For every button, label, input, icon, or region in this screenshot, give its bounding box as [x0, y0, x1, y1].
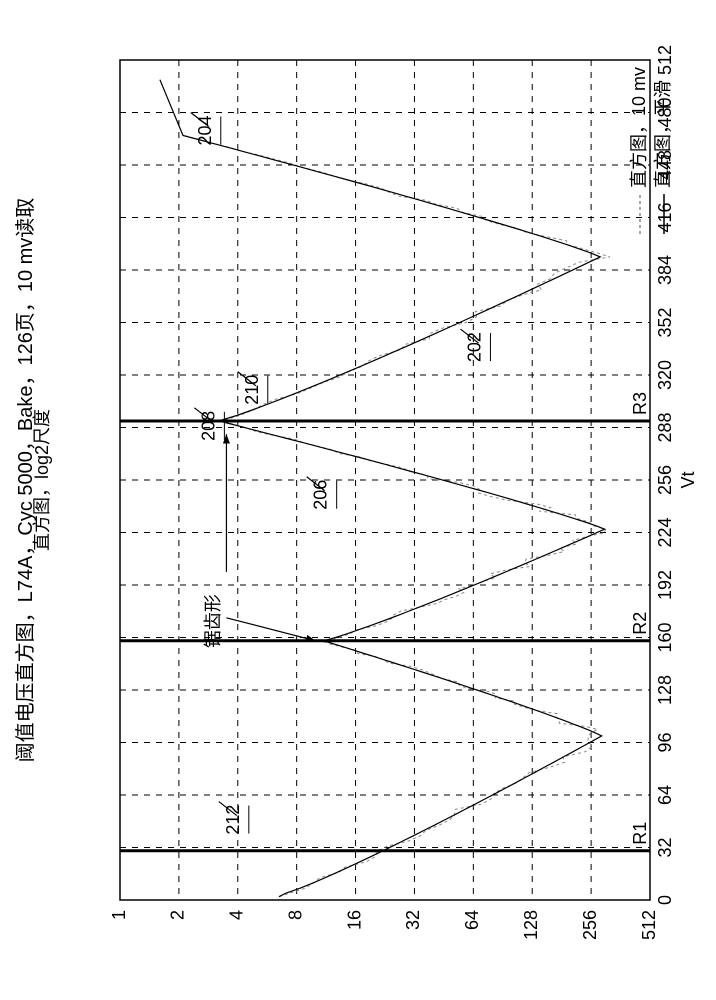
svg-text:直方图，10 mv: 直方图，10 mv — [629, 67, 649, 188]
x-tick-label: 96 — [655, 732, 675, 752]
x-tick-label: 32 — [655, 837, 675, 857]
x-tick-label: 64 — [655, 785, 675, 805]
x-tick-label: 128 — [655, 675, 675, 705]
r-label: R1 — [630, 822, 650, 845]
y-tick-label: 32 — [403, 910, 423, 930]
x-tick-label: 384 — [655, 255, 675, 285]
x-tick-label: 512 — [655, 45, 675, 75]
r-label: R2 — [630, 612, 650, 635]
callout-label: 212 — [223, 805, 243, 835]
callout-label: 204 — [195, 115, 215, 145]
svg-text:直方图，平滑: 直方图，平滑 — [653, 80, 673, 188]
r-label: R3 — [630, 392, 650, 415]
x-tick-label: 256 — [655, 465, 675, 495]
x-tick-label: 0 — [655, 895, 675, 905]
y-tick-label: 16 — [344, 910, 364, 930]
callout-label: 210 — [242, 375, 262, 405]
x-tick-label: 160 — [655, 622, 675, 652]
x-tick-label: 416 — [655, 202, 675, 232]
y-tick-label: 256 — [580, 910, 600, 940]
x-tick-label: 224 — [655, 517, 675, 547]
x-axis-label: Vt — [678, 471, 698, 488]
y-tick-label: 128 — [521, 910, 541, 940]
y-tick-label: 8 — [285, 910, 305, 920]
x-tick-label: 320 — [655, 360, 675, 390]
x-tick-label: 288 — [655, 412, 675, 442]
callout-label: 208 — [198, 411, 218, 441]
sawtooth-label: 锯齿形 — [203, 594, 223, 648]
y-tick-label: 4 — [227, 910, 247, 920]
x-tick-label: 192 — [655, 570, 675, 600]
callout-label: 202 — [464, 332, 484, 362]
y-tick-label: 1 — [109, 910, 129, 920]
y-tick-label: 64 — [462, 910, 482, 930]
y-tick-label: 2 — [168, 910, 188, 920]
x-tick-label: 352 — [655, 307, 675, 337]
callout-label: 206 — [311, 480, 331, 510]
y-tick-label: 512 — [639, 910, 659, 940]
chart-title: 阈值电压直方图，L74A，Cyc 5000，Bake，126页，10 mv读取 — [14, 198, 37, 763]
